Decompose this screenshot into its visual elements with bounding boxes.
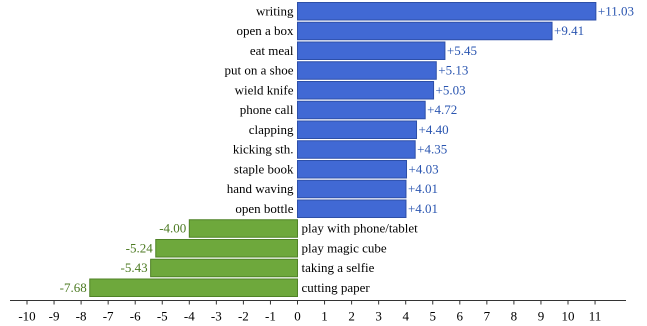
category-label: hand waving bbox=[227, 181, 294, 196]
value-label: -5.43 bbox=[121, 260, 148, 275]
bar-clapping bbox=[298, 121, 417, 139]
x-tick-label: -7 bbox=[103, 309, 114, 324]
x-tick-label: -1 bbox=[265, 309, 276, 324]
bar-put-on-a-shoe bbox=[298, 62, 437, 80]
x-tick-label: -4 bbox=[184, 309, 195, 324]
category-label: play with phone/tablet bbox=[302, 221, 419, 236]
bar-phone-call bbox=[298, 101, 426, 119]
value-label: +9.41 bbox=[554, 23, 584, 38]
value-label: +11.03 bbox=[598, 3, 634, 18]
x-tick-label: -2 bbox=[238, 309, 249, 324]
x-tick-label: -5 bbox=[157, 309, 168, 324]
category-label: open bottle bbox=[235, 201, 293, 216]
value-label: -4.00 bbox=[159, 221, 186, 236]
category-label: open a box bbox=[236, 23, 294, 38]
bar-cutting-paper bbox=[90, 279, 298, 297]
value-label: +4.35 bbox=[417, 142, 447, 157]
category-label: staple book bbox=[234, 161, 294, 176]
x-tick-label: -9 bbox=[49, 309, 60, 324]
value-label: -7.68 bbox=[60, 280, 87, 295]
x-tick-label: -10 bbox=[18, 309, 35, 324]
x-tick-label: 6 bbox=[457, 309, 464, 324]
value-label: +4.40 bbox=[419, 122, 449, 137]
x-tick-label: -8 bbox=[76, 309, 87, 324]
category-label: cutting paper bbox=[302, 280, 371, 295]
value-label: +4.72 bbox=[427, 102, 457, 117]
value-label: +4.03 bbox=[409, 161, 439, 176]
bar-eat-meal bbox=[298, 42, 445, 60]
x-tick-label: -6 bbox=[130, 309, 141, 324]
x-tick-label: 4 bbox=[402, 309, 409, 324]
x-tick-label: 8 bbox=[511, 309, 518, 324]
category-label: writing bbox=[256, 3, 294, 18]
bar-play-with-phone-tablet bbox=[189, 220, 297, 238]
x-tick-label: 3 bbox=[375, 309, 382, 324]
x-tick-label: 0 bbox=[294, 309, 301, 324]
bar-taking-a-selfie bbox=[151, 259, 298, 277]
bar-writing bbox=[298, 3, 596, 21]
category-label: phone call bbox=[240, 102, 294, 117]
bar-hand-waving bbox=[298, 180, 406, 198]
bar-open-a-box bbox=[298, 22, 553, 40]
bar-play-magic-cube bbox=[156, 240, 298, 258]
value-label: +5.13 bbox=[438, 63, 468, 78]
x-tick-label: 10 bbox=[562, 309, 575, 324]
value-label: -5.24 bbox=[126, 240, 154, 255]
x-tick-label: 9 bbox=[538, 309, 545, 324]
category-label: wield knife bbox=[235, 82, 294, 97]
x-tick-label: 7 bbox=[484, 309, 491, 324]
category-label: put on a shoe bbox=[225, 63, 294, 78]
x-tick-label: 2 bbox=[348, 309, 355, 324]
x-tick-label: -3 bbox=[211, 309, 222, 324]
category-label: eat meal bbox=[250, 43, 294, 58]
bar-kicking-sth- bbox=[298, 141, 416, 159]
x-tick-label: 5 bbox=[430, 309, 437, 324]
x-tick-label: 1 bbox=[321, 309, 328, 324]
value-label: +5.03 bbox=[436, 82, 466, 97]
category-label: play magic cube bbox=[302, 240, 387, 255]
value-label: +4.01 bbox=[408, 181, 438, 196]
bar-open-bottle bbox=[298, 200, 406, 218]
bar-staple-book bbox=[298, 161, 407, 179]
x-axis: -10 -9 -8 -7 -6 -5 -4 -3 -2 -1 0 1 2 3 4 5 6 7 8 9 10 11 bbox=[10, 301, 626, 324]
bar-wield-knife bbox=[298, 82, 434, 100]
category-label: kicking sth. bbox=[233, 142, 294, 157]
value-label: +4.01 bbox=[408, 201, 438, 216]
category-label: taking a selfie bbox=[302, 260, 375, 275]
value-label: +5.45 bbox=[447, 43, 477, 58]
x-tick-label: 11 bbox=[589, 309, 602, 324]
category-label: clapping bbox=[249, 122, 294, 137]
